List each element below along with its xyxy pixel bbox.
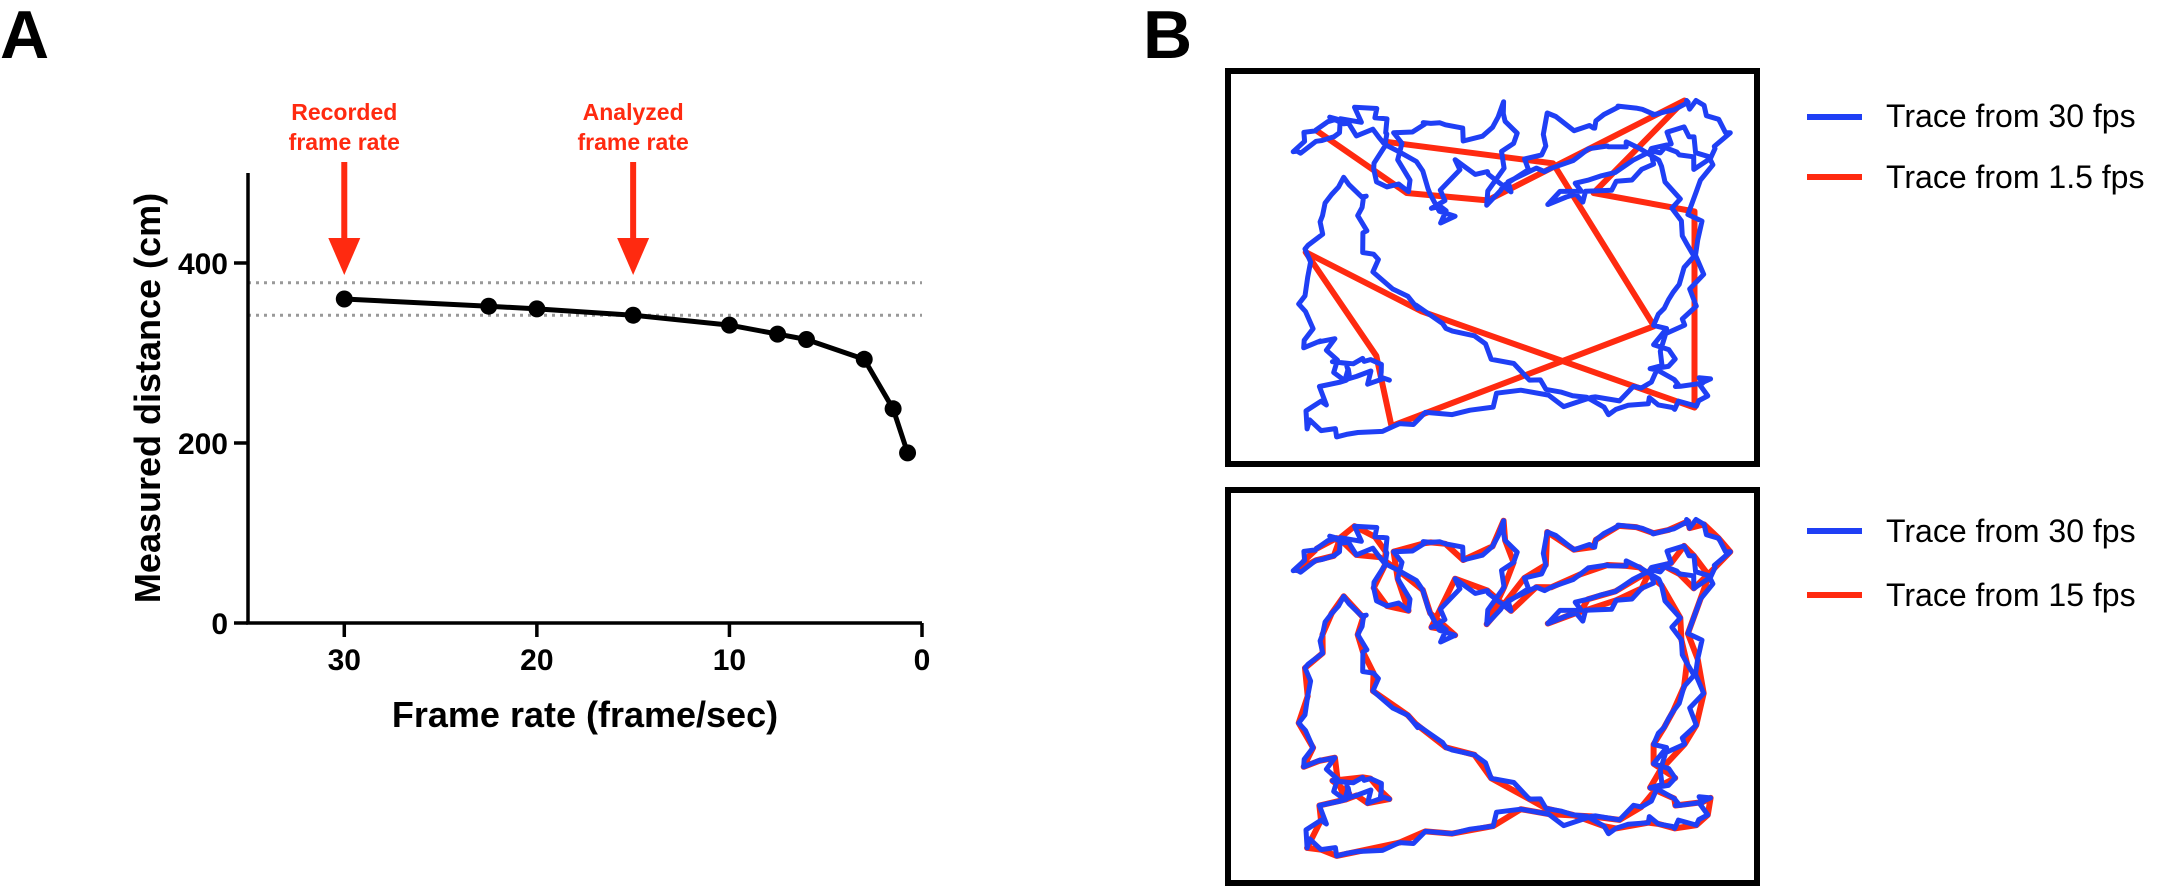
annotation-label: Recorded: [291, 99, 397, 125]
y-tick-label: 400: [178, 248, 228, 281]
legend-top: Trace from 30 fps Trace from 1.5 fps: [1807, 98, 2144, 195]
legend-label: Trace from 30 fps: [1886, 513, 2136, 549]
panel-a-line-chart: 0 200 400 30 20 10 0 Recorded frame rate Analyz…: [127, 99, 930, 735]
data-point: [884, 400, 902, 418]
x-ticks: 30 20 10 0: [328, 623, 931, 677]
annotation-label: frame rate: [289, 129, 400, 155]
y-tick-label: 200: [178, 428, 228, 461]
data-point: [335, 290, 353, 308]
annotation-arrow-head: [617, 238, 650, 275]
legend-label: Trace from 1.5 fps: [1886, 159, 2144, 195]
reference-lines: [248, 281, 922, 317]
annotation-label: Analyzed: [583, 99, 684, 125]
x-tick-label: 0: [914, 644, 931, 677]
y-ticks: 0 200 400: [178, 248, 248, 641]
data-point: [528, 300, 546, 318]
trace-plot-bottom: [1225, 487, 1760, 886]
trace-30fps-line: [1290, 98, 1733, 440]
data-point: [720, 316, 738, 334]
trace-low-fps-line: [1302, 97, 1698, 430]
panel-label-a: A: [0, 0, 49, 73]
x-tick-label: 20: [520, 644, 553, 677]
trace-30fps-line: [1290, 517, 1733, 859]
series-line: [344, 296, 910, 454]
data-point: [624, 306, 642, 324]
data-point: [899, 444, 917, 462]
x-tick-label: 30: [328, 644, 361, 677]
legend-label: Trace from 15 fps: [1886, 577, 2136, 613]
y-axis-title: Measured distance (cm): [127, 193, 168, 603]
data-point: [769, 325, 787, 343]
panel-b-traces: Trace from 30 fps Trace from 1.5 fps Tra…: [1225, 68, 2144, 886]
y-tick-label: 0: [211, 608, 228, 641]
trace-plot-top: [1225, 68, 1760, 467]
annotation-arrow-head: [328, 238, 361, 275]
legend-bottom: Trace from 30 fps Trace from 15 fps: [1807, 513, 2136, 613]
annotations: Recorded frame rate Analyzed frame rate: [289, 99, 689, 275]
legend-label: Trace from 30 fps: [1886, 98, 2136, 134]
data-point: [797, 331, 815, 348]
x-tick-label: 10: [713, 644, 746, 677]
data-point: [855, 350, 873, 368]
data-point: [480, 297, 498, 315]
annotation-label: frame rate: [578, 129, 689, 155]
data-points: [335, 290, 917, 462]
panel-label-b: B: [1143, 0, 1192, 73]
x-axis-title: Frame rate (frame/sec): [392, 694, 778, 735]
